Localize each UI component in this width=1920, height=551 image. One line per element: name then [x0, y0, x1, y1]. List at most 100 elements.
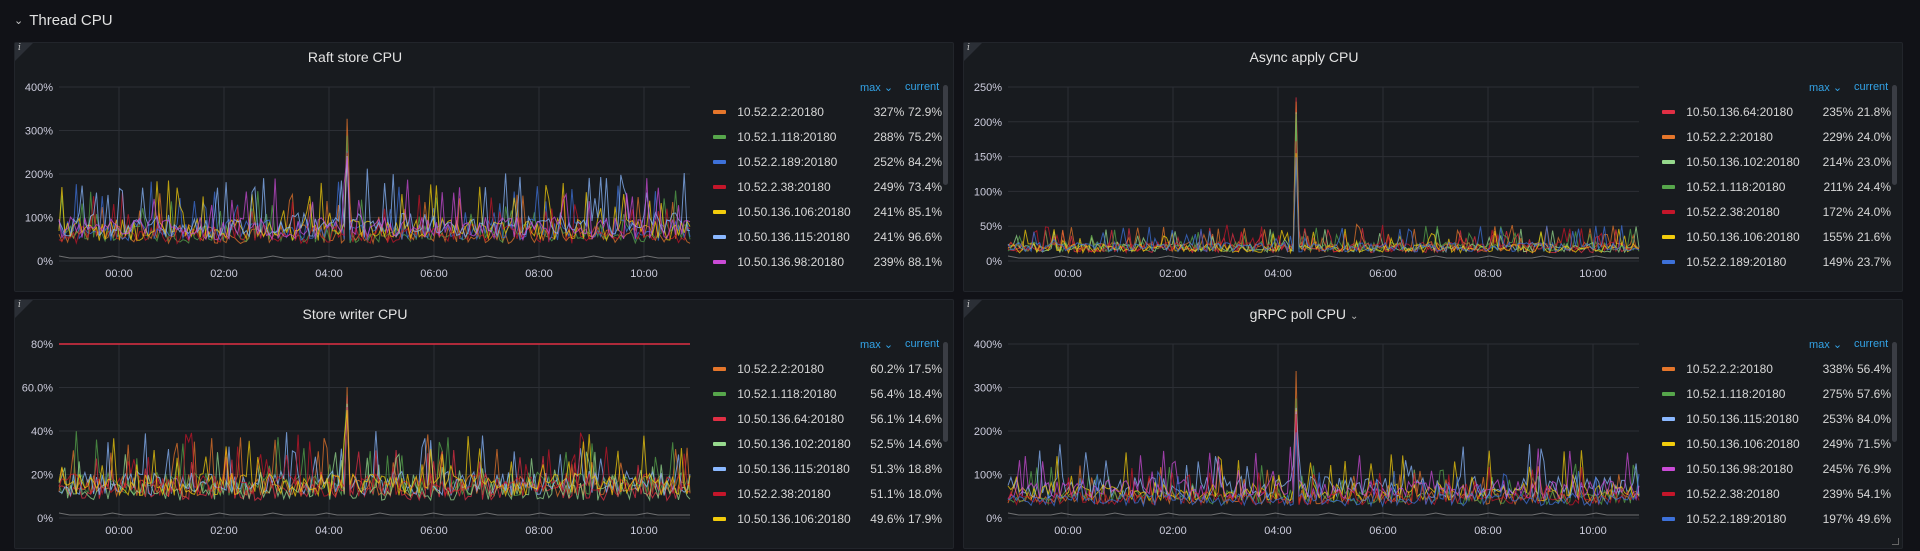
x-tick-label: 08:00 — [525, 268, 553, 280]
legend-sort-current[interactable]: current — [905, 81, 940, 93]
legend-sort-max[interactable]: max ⌄ — [1809, 82, 1843, 94]
legend-item[interactable]: 10.52.2.189:20180 197% 49.6% — [1656, 506, 1891, 531]
panel-info-icon[interactable]: i — [15, 300, 33, 318]
legend-item[interactable]: 10.52.2.38:20180 51.1% 18.0% — [707, 481, 942, 506]
chart-grpc[interactable]: 400% 300% 200% 100% 0% 00:00 02:00 04:00 06:00 08… — [964, 300, 1904, 550]
series-line[interactable] — [1007, 112, 1640, 254]
series-line[interactable] — [1007, 413, 1640, 507]
chevron-down-icon[interactable]: ⌄ — [1350, 311, 1359, 322]
legend-item[interactable]: 10.52.2.38:20180 172% 24.0% — [1656, 199, 1891, 224]
legend-series-name: 10.52.2.38:20180 — [1686, 204, 1780, 219]
legend-item[interactable]: 10.50.136.106:20180 155% 21.6% — [1656, 224, 1891, 249]
panel-async[interactable]: i Async apply CPU 250% 200% 150% 100% 50% 0% 00:… — [963, 42, 1903, 292]
legend-item[interactable]: 10.50.136.64:20180 56.1% 14.6% — [707, 406, 942, 431]
legend-current-value: 75.2% — [907, 129, 943, 144]
legend-sort-max[interactable]: max ⌄ — [860, 82, 894, 94]
row-header-thread-cpu[interactable]: ⌄ Thread CPU — [14, 8, 113, 32]
panel-info-icon[interactable]: i — [15, 43, 33, 61]
legend-item[interactable]: 10.50.136.64:20180 235% 21.8% — [1656, 99, 1891, 124]
legend-item[interactable]: 10.52.2.2:20180 60.2% 17.5% — [707, 356, 942, 381]
series-line[interactable] — [1007, 407, 1640, 500]
legend-item[interactable]: 10.52.2.189:20180 252% 84.2% — [707, 149, 942, 174]
series-line[interactable] — [58, 152, 691, 245]
series-line[interactable] — [58, 395, 691, 497]
legend-item[interactable]: 10.50.136.115:20180 253% 84.0% — [1656, 406, 1891, 431]
legend-sort-current[interactable]: current — [905, 338, 940, 350]
legend-series-name: 10.50.136.115:20180 — [737, 461, 850, 476]
legend-item[interactable]: 10.52.1.118:20180 56.4% 18.4% — [707, 381, 942, 406]
series-line[interactable] — [1007, 114, 1640, 253]
series-line[interactable] — [1007, 101, 1640, 254]
series-line[interactable] — [1007, 432, 1640, 508]
legend-item[interactable]: 10.50.136.102:20180 52.5% 14.6% — [707, 431, 942, 456]
legend-scrollbar[interactable] — [943, 342, 948, 442]
panel-title[interactable]: Store writer CPU — [15, 306, 695, 322]
chart-writer[interactable]: 80% 60.0% 40% 20% 0% 00:00 02:00 04:00 06:00 08:0… — [15, 300, 955, 550]
panel-info-icon[interactable]: i — [964, 300, 982, 318]
series-line[interactable] — [58, 410, 691, 498]
panel-info-icon[interactable]: i — [964, 43, 982, 61]
series-line[interactable] — [1007, 411, 1640, 502]
legend-item[interactable]: 10.50.136.102:20180 214% 23.0% — [1656, 149, 1891, 174]
legend-item[interactable]: 10.50.136.106:20180 241% 85.1% — [707, 199, 942, 224]
legend-item[interactable]: 10.52.2.2:20180 327% 72.9% — [707, 99, 942, 124]
legend-max-value: 155% — [1822, 229, 1854, 244]
legend-item[interactable]: 10.52.1.118:20180 211% 24.4% — [1656, 174, 1891, 199]
series-line[interactable] — [58, 403, 691, 502]
legend-item[interactable]: 10.50.136.98:20180 239% 88.1% — [707, 249, 942, 274]
x-tick-label: 00:00 — [1054, 525, 1082, 537]
legend-sort-current[interactable]: current — [1854, 81, 1889, 93]
legend-item[interactable]: 10.52.2.2:20180 338% 56.4% — [1656, 356, 1891, 381]
panel-title[interactable]: Async apply CPU — [964, 49, 1644, 65]
legend-item[interactable]: 10.50.136.98:20180 245% 76.9% — [1656, 456, 1891, 481]
legend-item[interactable]: 10.50.136.106:20180 249% 71.5% — [1656, 431, 1891, 456]
legend-current-value: 76.9% — [1856, 461, 1892, 476]
panel-raft[interactable]: i Raft store CPU 400% 300% 200% 100% 0% 00:00 02… — [14, 42, 954, 292]
series-line[interactable] — [1007, 97, 1640, 255]
series-line[interactable] — [58, 406, 691, 497]
legend-item[interactable]: 10.50.136.115:20180 51.3% 18.8% — [707, 456, 942, 481]
legend-scrollbar[interactable] — [1892, 342, 1897, 442]
legend-item[interactable]: 10.52.2.38:20180 249% 73.4% — [707, 174, 942, 199]
resize-handle[interactable] — [1892, 538, 1899, 545]
legend-sort-max[interactable]: max ⌄ — [1809, 339, 1843, 351]
legend-series-name: 10.50.136.98:20180 — [737, 254, 844, 269]
legend-item[interactable]: 10.52.2.38:20180 239% 54.1% — [1656, 481, 1891, 506]
legend-max-value: 149% — [1822, 254, 1854, 269]
chart-async[interactable]: 250% 200% 150% 100% 50% 0% 00:00 02:00 04:00 06:0… — [964, 43, 1904, 293]
legend-series-name: 10.52.1.118:20180 — [737, 386, 837, 401]
series-line[interactable] — [58, 156, 691, 242]
panel-title[interactable]: Raft store CPU — [15, 49, 695, 65]
legend-max-value: 211% — [1823, 179, 1854, 194]
y-tick-label: 100% — [974, 186, 1002, 198]
legend-swatch — [713, 416, 727, 421]
legend-item[interactable]: 10.50.136.115:20180 241% 96.6% — [707, 224, 942, 249]
legend-item[interactable]: 10.52.1.118:20180 275% 57.6% — [1656, 381, 1891, 406]
panel-title[interactable]: gRPC poll CPU ⌄ — [964, 306, 1644, 322]
legend-current-value: 14.6% — [907, 411, 943, 426]
legend-current-value: 56.4% — [1856, 361, 1892, 376]
series-line[interactable] — [58, 156, 691, 242]
legend-item[interactable]: 10.52.2.2:20180 229% 24.0% — [1656, 124, 1891, 149]
series-line[interactable] — [1007, 157, 1640, 254]
x-tick-label: 04:00 — [315, 525, 343, 537]
legend-max-value: 253% — [1822, 411, 1854, 426]
x-tick-label: 08:00 — [1474, 525, 1502, 537]
legend-current-value: 73.4% — [907, 179, 943, 194]
legend-series-name: 10.50.136.115:20180 — [737, 229, 850, 244]
panel-writer[interactable]: i Store writer CPU 80% 60.0% 40% 20% 0% 00:00 02… — [14, 299, 954, 549]
panel-title-text: Raft store CPU — [307, 49, 403, 65]
y-tick-label: 250% — [974, 82, 1002, 94]
legend-current-value: 14.6% — [907, 436, 943, 451]
chart-raft[interactable]: 400% 300% 200% 100% 0% 00:00 02:00 04:00 06:00 08… — [15, 43, 955, 293]
legend-scrollbar[interactable] — [943, 85, 948, 185]
legend-scrollbar[interactable] — [1892, 85, 1897, 185]
legend-max-value: 241% — [873, 229, 905, 244]
legend-item[interactable]: 10.52.1.118:20180 288% 75.2% — [707, 124, 942, 149]
panel-grpc[interactable]: i gRPC poll CPU ⌄ 400% 300% 200% 100% 0% 00:00 02… — [963, 299, 1903, 549]
legend-item[interactable]: 10.52.2.189:20180 149% 23.7% — [1656, 249, 1891, 274]
legend-sort-current[interactable]: current — [1854, 338, 1889, 350]
legend-item[interactable]: 10.50.136.106:20180 49.6% 17.9% — [707, 506, 942, 531]
legend-max-value: 249% — [873, 179, 905, 194]
legend-sort-max[interactable]: max ⌄ — [860, 339, 894, 351]
